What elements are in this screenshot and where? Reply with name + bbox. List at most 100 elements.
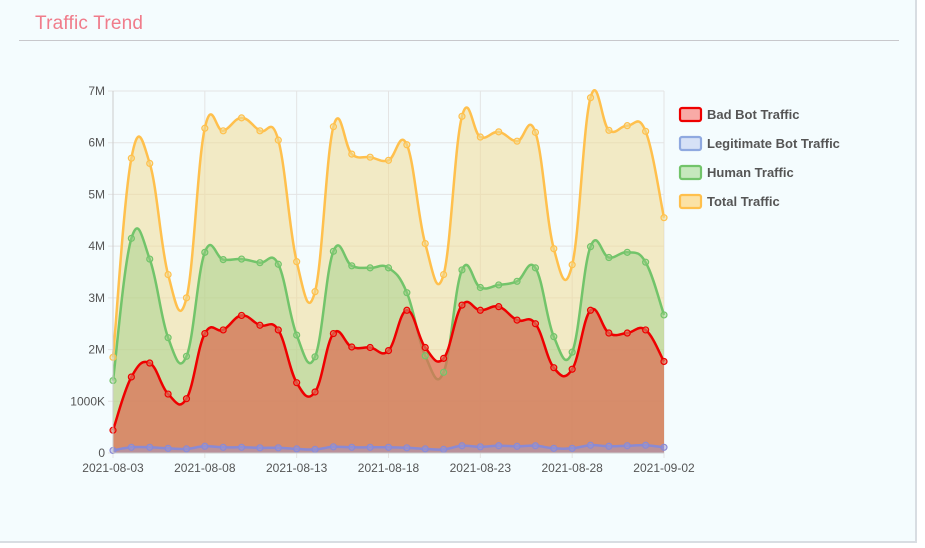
human-trafficpoint[interactable] <box>440 368 448 376</box>
legitimate-bot-trafficpoint[interactable] <box>219 443 227 451</box>
legitimate-bot-trafficpoint[interactable] <box>274 444 282 452</box>
human-trafficpoint[interactable] <box>586 243 595 251</box>
legitimate-bot-trafficpoint[interactable] <box>513 442 521 450</box>
human-trafficpoint[interactable] <box>182 352 191 360</box>
bad-bot-trafficpoint[interactable] <box>550 364 558 372</box>
legitimate-bot-trafficpoint[interactable] <box>403 444 411 452</box>
total-trafficpoint[interactable] <box>586 94 595 102</box>
total-trafficpoint[interactable] <box>568 261 576 269</box>
bad-bot-trafficpoint[interactable] <box>421 343 429 352</box>
bad-bot-trafficpoint[interactable] <box>586 306 595 314</box>
legitimate-bot-trafficpoint[interactable] <box>421 445 429 453</box>
bad-bot-trafficpoint[interactable] <box>329 329 337 338</box>
bad-bot-trafficpoint[interactable] <box>182 395 191 403</box>
total-trafficpoint[interactable] <box>293 258 301 266</box>
legitimate-bot-trafficpoint[interactable] <box>201 442 209 450</box>
total-trafficpoint[interactable] <box>182 294 191 302</box>
bad-bot-trafficpoint[interactable] <box>642 326 650 334</box>
legitimate-bot-trafficpoint[interactable] <box>182 445 191 453</box>
total-trafficpoint[interactable] <box>219 127 227 135</box>
total-trafficpoint[interactable] <box>513 137 521 145</box>
legitimate-bot-trafficpoint[interactable] <box>311 445 319 453</box>
total-trafficpoint[interactable] <box>421 239 429 248</box>
total-trafficpoint[interactable] <box>403 141 411 149</box>
total-trafficpoint[interactable] <box>329 123 337 131</box>
legitimate-bot-trafficpoint[interactable] <box>550 444 558 452</box>
bad-bot-trafficpoint[interactable] <box>164 390 172 398</box>
total-trafficpoint[interactable] <box>605 126 613 134</box>
human-trafficpoint[interactable] <box>293 331 301 339</box>
legitimate-bot-trafficpoint[interactable] <box>293 445 301 453</box>
human-trafficpoint[interactable] <box>329 247 337 255</box>
human-trafficlegend-swatch[interactable] <box>678 164 703 181</box>
human-trafficpoint[interactable] <box>495 281 503 289</box>
legitimate-bot-trafficpoint[interactable] <box>476 443 484 451</box>
human-trafficpoint[interactable] <box>531 264 540 272</box>
bad-bot-trafficpoint[interactable] <box>219 326 227 334</box>
legitimate-bot-trafficlegend-label[interactable]: Legitimate Bot Traffic <box>707 136 840 151</box>
legitimate-bot-trafficpoint[interactable] <box>127 443 135 451</box>
bad-bot-trafficpoint[interactable] <box>623 329 631 337</box>
legitimate-bot-trafficlegend-swatch[interactable] <box>678 135 703 152</box>
human-trafficpoint[interactable] <box>623 248 631 256</box>
bad-bot-trafficpoint[interactable] <box>476 306 484 314</box>
bad-bot-trafficpoint[interactable] <box>127 373 135 381</box>
bad-bot-trafficpoint[interactable] <box>440 354 448 362</box>
total-trafficpoint[interactable] <box>256 127 264 135</box>
bad-bot-trafficpoint[interactable] <box>605 329 613 337</box>
human-trafficpoint[interactable] <box>403 289 411 297</box>
human-trafficpoint[interactable] <box>256 259 264 267</box>
human-trafficpoint[interactable] <box>476 283 484 292</box>
human-trafficpoint[interactable] <box>366 264 374 272</box>
total-trafficpoint[interactable] <box>660 214 668 222</box>
total-trafficpoint[interactable] <box>642 127 650 135</box>
human-trafficpoint[interactable] <box>421 352 429 360</box>
total-trafficpoint[interactable] <box>127 154 135 162</box>
total-trafficpoint[interactable] <box>146 159 154 167</box>
bad-bot-trafficpoint[interactable] <box>403 306 411 314</box>
human-trafficpoint[interactable] <box>568 348 576 356</box>
total-trafficpoint[interactable] <box>384 156 393 164</box>
human-trafficpoint[interactable] <box>219 255 227 264</box>
legitimate-bot-trafficpoint[interactable] <box>586 441 595 449</box>
total-trafficlegend-label[interactable]: Total Traffic <box>707 194 780 209</box>
total-trafficpoint[interactable] <box>531 128 540 136</box>
bad-bot-trafficpoint[interactable] <box>237 311 246 320</box>
human-trafficpoint[interactable] <box>164 334 172 342</box>
bad-bot-trafficpoint[interactable] <box>384 347 393 355</box>
bad-bot-trafficpoint[interactable] <box>660 357 668 366</box>
bad-bot-trafficpoint[interactable] <box>256 321 264 329</box>
human-trafficpoint[interactable] <box>550 333 558 341</box>
human-trafficpoint[interactable] <box>642 258 650 266</box>
bad-bot-trafficlegend-label[interactable]: Bad Bot Traffic <box>707 107 799 122</box>
legitimate-bot-trafficpoint[interactable] <box>660 443 668 451</box>
legitimate-bot-trafficpoint[interactable] <box>329 443 337 451</box>
bad-bot-trafficpoint[interactable] <box>348 343 356 351</box>
legitimate-bot-trafficpoint[interactable] <box>237 443 246 451</box>
bad-bot-trafficpoint[interactable] <box>201 329 209 338</box>
bad-bot-trafficpoint[interactable] <box>293 379 301 387</box>
total-trafficpoint[interactable] <box>476 133 484 141</box>
legitimate-bot-trafficpoint[interactable] <box>495 442 503 450</box>
human-trafficpoint[interactable] <box>348 262 356 270</box>
bad-bot-trafficpoint[interactable] <box>568 365 576 373</box>
human-trafficpoint[interactable] <box>384 264 393 272</box>
human-trafficpoint[interactable] <box>513 277 521 285</box>
bad-bot-trafficpoint[interactable] <box>495 303 503 311</box>
legitimate-bot-trafficpoint[interactable] <box>440 445 448 453</box>
bad-bot-trafficpoint[interactable] <box>531 320 540 328</box>
human-trafficpoint[interactable] <box>274 260 282 268</box>
bad-bot-trafficpoint[interactable] <box>366 343 374 352</box>
total-trafficpoint[interactable] <box>440 270 448 279</box>
total-trafficpoint[interactable] <box>237 114 246 122</box>
bad-bot-trafficpoint[interactable] <box>311 388 319 396</box>
legitimate-bot-trafficpoint[interactable] <box>605 442 613 450</box>
total-trafficpoint[interactable] <box>366 153 374 161</box>
legitimate-bot-trafficpoint[interactable] <box>642 441 650 449</box>
human-trafficpoint[interactable] <box>605 253 613 262</box>
legitimate-bot-trafficpoint[interactable] <box>348 443 356 451</box>
human-trafficpoint[interactable] <box>201 248 209 256</box>
legitimate-bot-trafficpoint[interactable] <box>366 443 374 451</box>
total-trafficpoint[interactable] <box>458 112 466 120</box>
legitimate-bot-trafficpoint[interactable] <box>384 443 393 451</box>
